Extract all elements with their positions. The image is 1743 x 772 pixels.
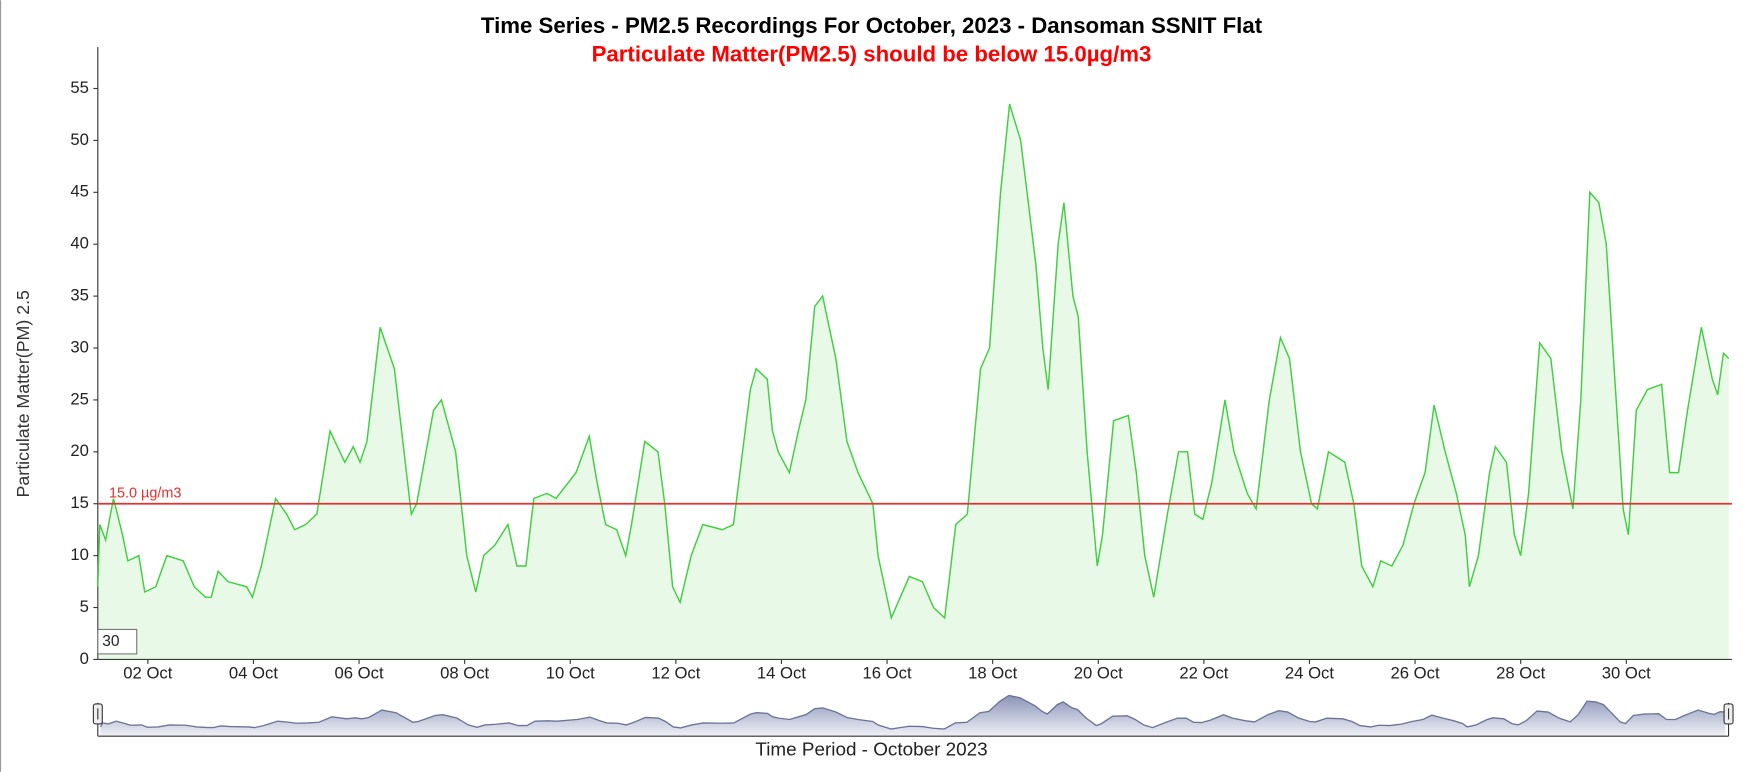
y-axis-label: Particulate Matter(PM) 2.5 [13, 290, 33, 497]
x-tick-label: 08 Oct [440, 663, 489, 682]
x-tick-label: 10 Oct [546, 663, 595, 682]
x-tick-label: 28 Oct [1496, 663, 1545, 682]
y-tick-label: 25 [70, 389, 89, 408]
x-tick-label: 14 Oct [757, 663, 806, 682]
x-tick-label: 04 Oct [229, 663, 278, 682]
y-tick-label: 10 [70, 545, 89, 564]
y-tick-label: 40 [70, 234, 89, 253]
y-tick-label: 35 [70, 286, 89, 305]
y-tick-label: 55 [70, 78, 89, 97]
x-tick-label: 06 Oct [335, 663, 384, 682]
x-tick-label: 22 Oct [1179, 663, 1228, 682]
y-tick-label: 15 [70, 493, 89, 512]
range-area [100, 695, 1726, 737]
y-tick-label: 0 [80, 649, 89, 668]
x-tick-label: 18 Oct [968, 663, 1017, 682]
x-axis-label: Time Period - October 2023 [755, 740, 987, 761]
y-tick-label: 30 [70, 337, 89, 356]
chart-title: Time Series - PM2.5 Recordings For Octob… [481, 13, 1263, 38]
area [97, 104, 1729, 660]
x-tick-label: 16 Oct [863, 663, 912, 682]
range-line [99, 694, 1726, 730]
x-tick-label: 02 Oct [123, 663, 172, 682]
threshold-label: 15.0 µg/m3 [109, 486, 182, 502]
roll-period-box[interactable] [97, 628, 138, 655]
y-tick-label: 5 [80, 597, 89, 616]
y-tick-label: 50 [70, 130, 89, 149]
x-tick-label: 30 Oct [1602, 663, 1651, 682]
line [96, 103, 1730, 621]
x-tick-label: 24 Oct [1285, 663, 1334, 682]
x-tick-label: 26 Oct [1391, 663, 1440, 682]
x-tick-label: 12 Oct [651, 663, 700, 682]
y-tick-label: 20 [70, 441, 89, 460]
y-tick-label: 45 [70, 182, 89, 201]
x-tick-label: 20 Oct [1074, 663, 1123, 682]
roll-period-value: 30 [102, 633, 120, 650]
chart-subtitle: Particulate Matter(PM2.5) should be belo… [592, 42, 1152, 67]
